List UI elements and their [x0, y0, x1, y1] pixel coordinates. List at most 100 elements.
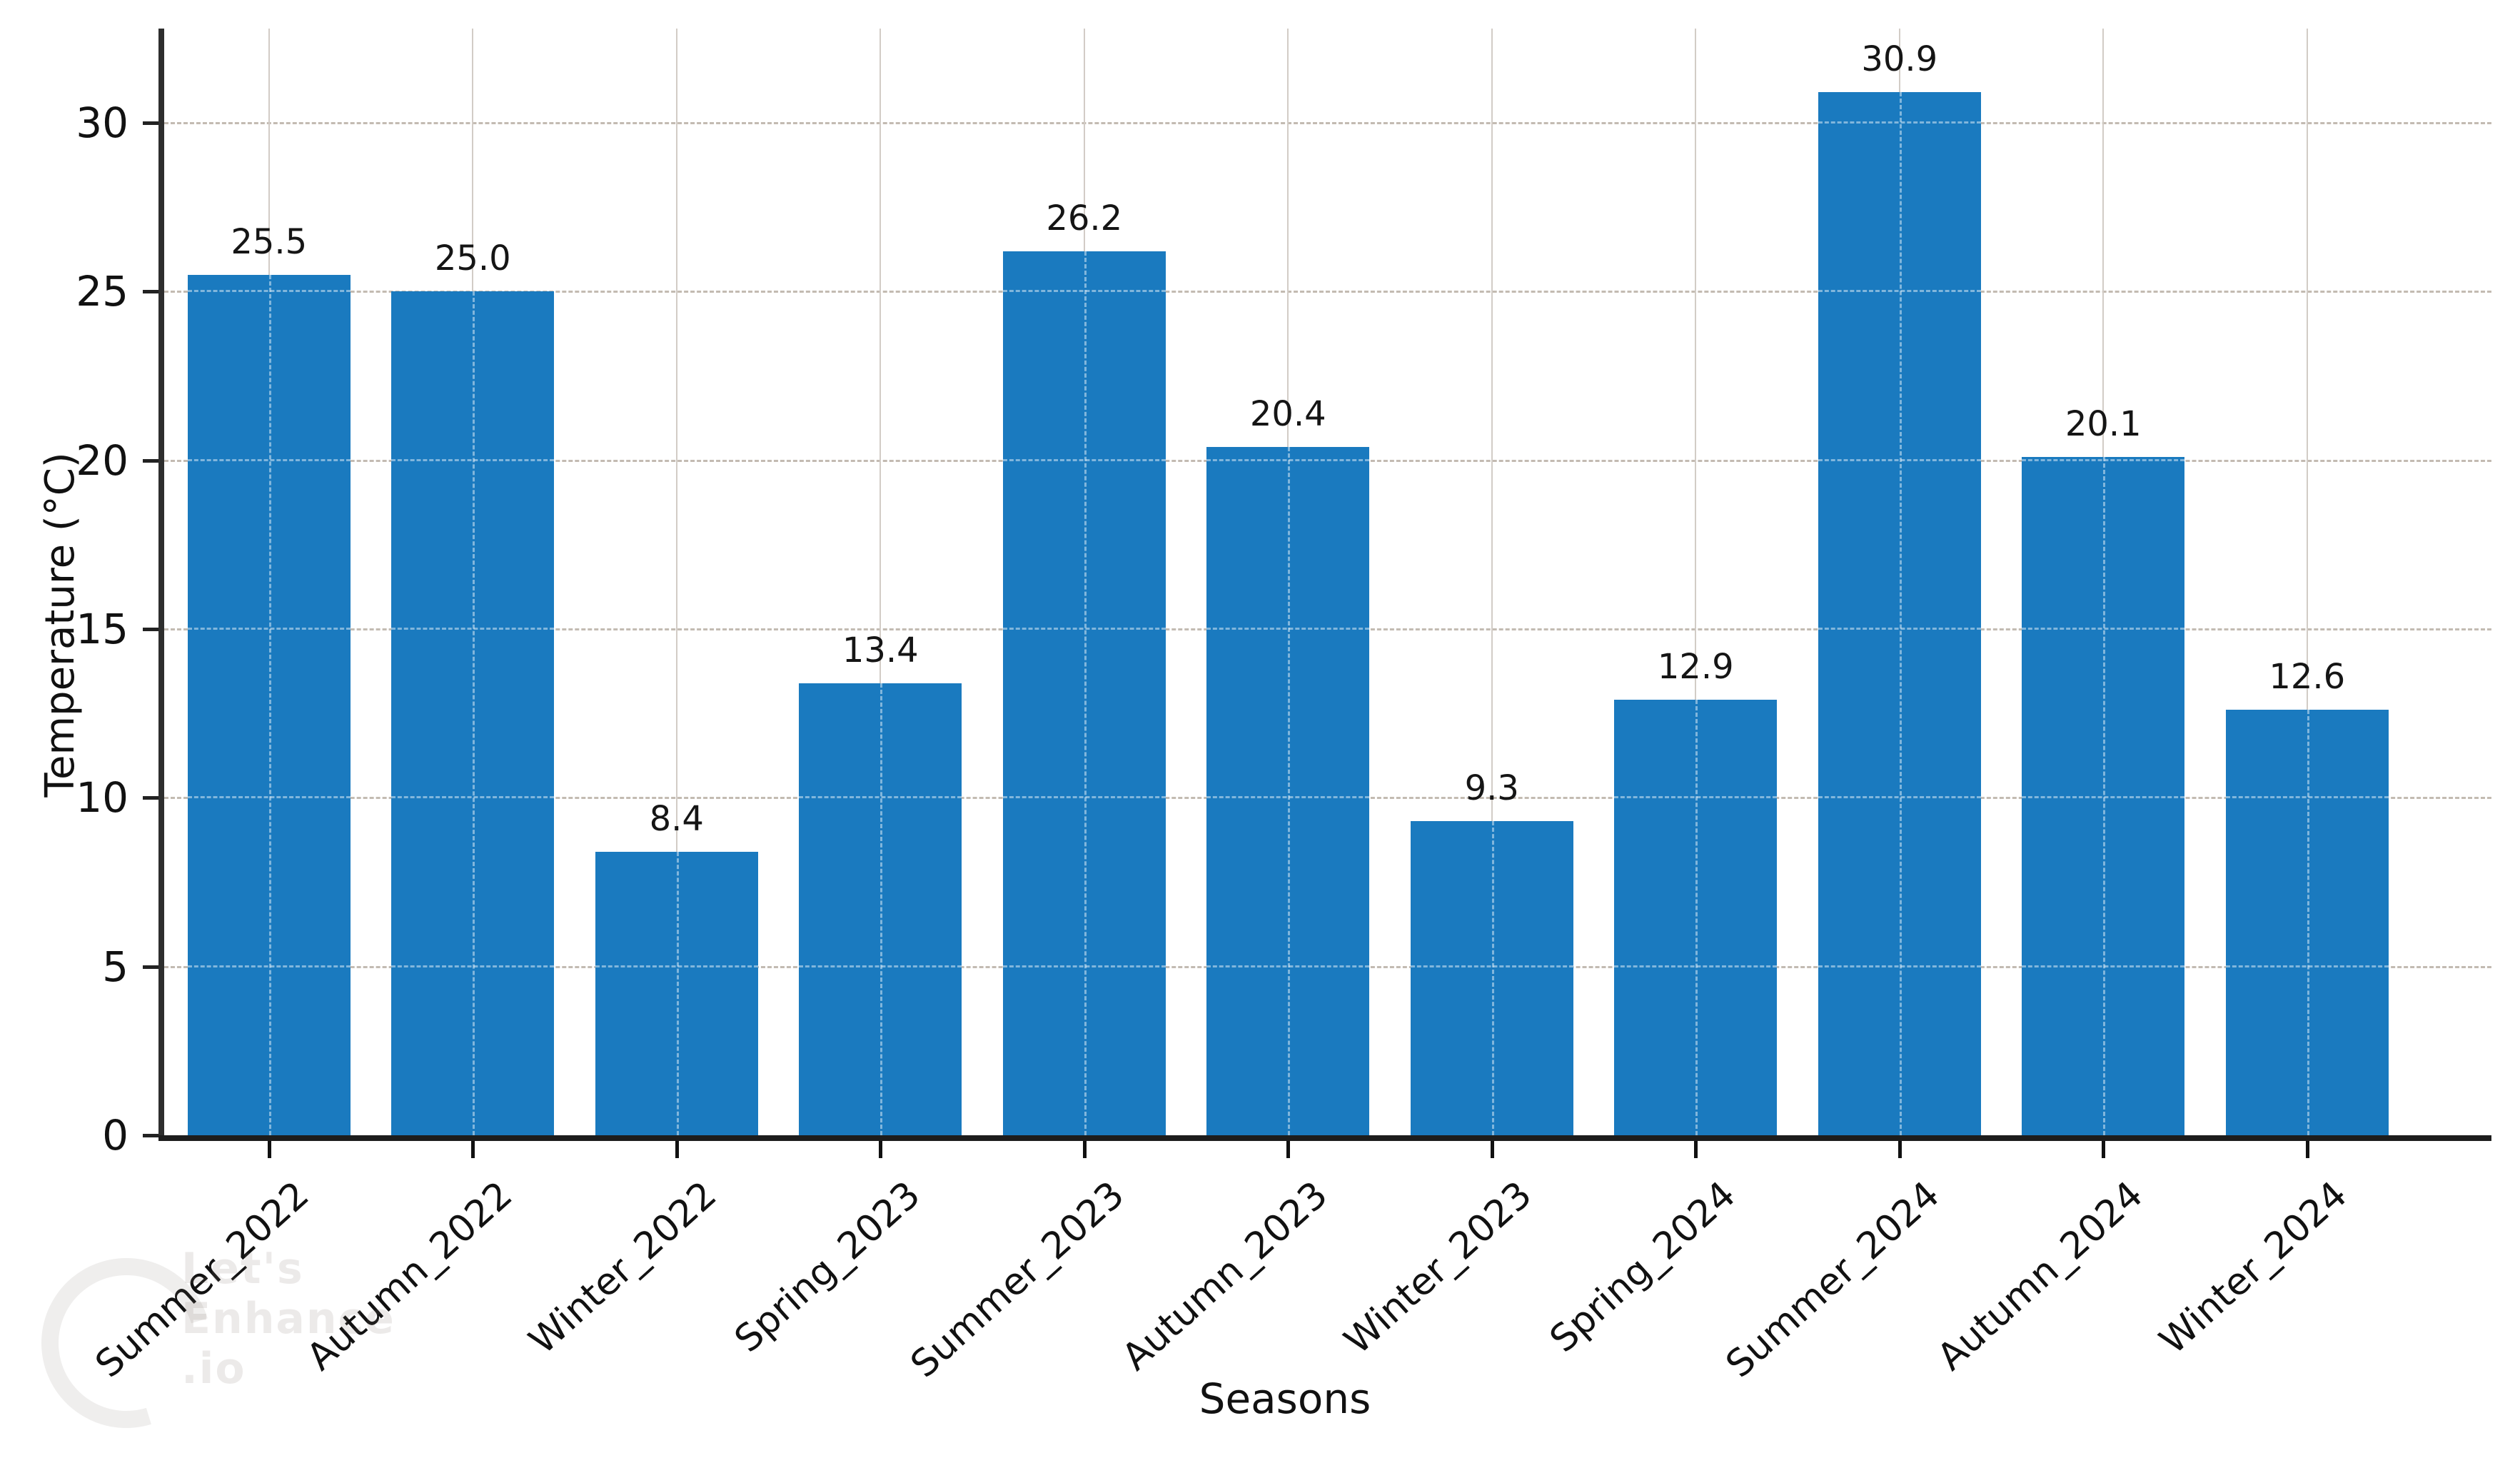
bar-overlay-gridline [1614, 965, 1778, 967]
bar-value-label: 20.4 [1249, 393, 1326, 434]
bar-overlay-gridline [1410, 965, 1573, 967]
bar-value-label: 12.6 [2269, 657, 2346, 698]
y-tick-mark [143, 627, 164, 631]
bar-Autumn_2023 [1206, 446, 1370, 1135]
bar-overlay-gridline [1695, 700, 1698, 1135]
bar-overlay-gridline [880, 683, 883, 1135]
bar-value-label: 26.2 [1046, 198, 1123, 238]
bar-overlay-gridline [1002, 458, 1166, 461]
x-tick-mark [1082, 1140, 1087, 1158]
y-tick-mark [143, 1134, 164, 1137]
bar-overlay-gridline [2103, 456, 2106, 1135]
bar-overlay-gridline [2022, 627, 2185, 630]
x-tick-label-Spring_2023: Spring_2023 [727, 1173, 929, 1362]
bar-Spring_2023 [799, 683, 962, 1135]
bar-overlay-gridline [187, 965, 351, 967]
watermark-line: .io [181, 1344, 246, 1394]
bar-value-label: 25.0 [434, 238, 511, 279]
v-gridline [1491, 29, 1493, 1135]
bar-Summer_2022 [187, 274, 351, 1135]
bar-overlay-gridline [187, 627, 351, 630]
x-tick-mark [2102, 1140, 2106, 1158]
bar-overlay-gridline [2022, 965, 2185, 967]
bar-overlay-gridline [391, 796, 555, 799]
bar-overlay-gridline [2307, 710, 2309, 1135]
bar-overlay-gridline [391, 627, 555, 630]
x-tick-mark [1490, 1140, 1494, 1158]
bar-overlay-gridline [1614, 796, 1778, 799]
x-tick-mark [1897, 1140, 1902, 1158]
bar-value-label: 8.4 [649, 798, 704, 839]
bar-Winter_2022 [595, 851, 758, 1135]
bar-overlay-gridline [1002, 290, 1166, 293]
y-tick-mark [143, 290, 164, 294]
bar-overlay-gridline [1899, 92, 1902, 1135]
x-tick-label-Summer_2024: Summer_2024 [1718, 1173, 1948, 1387]
bar-overlay-gridline [1818, 458, 1981, 461]
bar-overlay-gridline [1818, 121, 1981, 124]
y-tick-mark [143, 458, 164, 463]
bar-overlay-gridline [187, 458, 351, 461]
bar-overlay-gridline [799, 796, 962, 799]
bar-Spring_2024 [1614, 700, 1778, 1135]
x-tick-mark [471, 1140, 475, 1158]
x-tick-mark [1694, 1140, 1698, 1158]
bar-overlay-gridline [1288, 446, 1291, 1135]
bar-overlay-gridline [187, 796, 351, 799]
bar-overlay-gridline [676, 851, 679, 1135]
x-tick-mark [879, 1140, 883, 1158]
bar-overlay-gridline [1002, 627, 1166, 630]
h-gridline [164, 291, 2491, 293]
x-tick-label-Winter_2022: Winter_2022 [521, 1173, 725, 1363]
bar-overlay-gridline [187, 290, 351, 293]
y-axis-title: Temperature (°C) [37, 452, 84, 798]
bar-overlay-gridline [1206, 627, 1370, 630]
y-axis-spine [158, 29, 164, 1141]
bar-Autumn_2024 [2022, 456, 2185, 1135]
x-tick-mark [675, 1140, 679, 1158]
bar-value-label: 12.9 [1657, 647, 1734, 688]
bar-Winter_2023 [1410, 821, 1573, 1135]
bar-overlay-gridline [1818, 965, 1981, 967]
y-tick-mark [143, 121, 164, 125]
bar-overlay-gridline [2225, 965, 2389, 967]
bar-overlay-gridline [2022, 458, 2185, 461]
bar-overlay-gridline [595, 965, 758, 967]
bar-value-label: 30.9 [1861, 39, 1938, 80]
bar-overlay-gridline [1491, 821, 1494, 1135]
h-gridline [164, 121, 2491, 124]
bar-Autumn_2022 [391, 291, 555, 1135]
v-gridline [675, 29, 677, 1135]
x-tick-label-Autumn_2024: Autumn_2024 [1930, 1173, 2152, 1379]
bar-overlay-gridline [391, 458, 555, 461]
bar-overlay-gridline [2225, 796, 2389, 799]
v-gridline [1695, 29, 1697, 1135]
bar-overlay-gridline [1818, 290, 1981, 293]
x-tick-label-Autumn_2022: Autumn_2022 [299, 1173, 521, 1379]
bar-Summer_2023 [1002, 251, 1166, 1135]
bar-Winter_2024 [2225, 710, 2389, 1135]
bar-value-label: 20.1 [2065, 403, 2142, 444]
bar-overlay-gridline [391, 965, 555, 967]
x-tick-mark [267, 1140, 271, 1158]
bar-overlay-gridline [2022, 796, 2185, 799]
x-axis-spine [158, 1135, 2491, 1141]
bar-Summer_2024 [1818, 92, 1981, 1135]
v-gridline [880, 29, 882, 1135]
bar-overlay-gridline [1206, 965, 1370, 967]
y-tick-mark [143, 965, 164, 969]
bar-overlay-gridline [1002, 965, 1166, 967]
bar-overlay-gridline [1002, 796, 1166, 799]
y-tick-mark [143, 796, 164, 800]
bar-overlay-gridline [1818, 627, 1981, 630]
bar-value-label: 25.5 [231, 221, 308, 262]
v-gridline [2306, 29, 2308, 1135]
x-tick-mark [2305, 1140, 2309, 1158]
x-tick-mark [1286, 1140, 1291, 1158]
x-tick-label-Winter_2024: Winter_2024 [2152, 1173, 2356, 1363]
bar-overlay-gridline [799, 965, 962, 967]
y-tick-label: 15 [76, 604, 128, 653]
bar-overlay-gridline [1206, 458, 1370, 461]
x-tick-label-Autumn_2023: Autumn_2023 [1114, 1173, 1336, 1379]
